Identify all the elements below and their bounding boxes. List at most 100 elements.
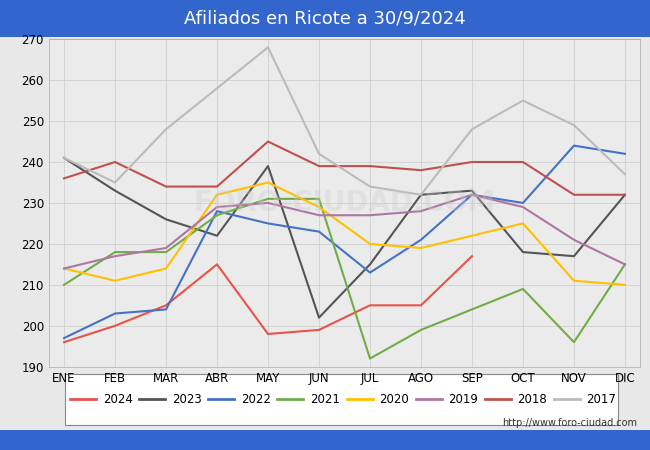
Line: 2024: 2024 — [64, 256, 472, 342]
Text: Afiliados en Ricote a 30/9/2024: Afiliados en Ricote a 30/9/2024 — [184, 9, 466, 27]
2022 — [162, 307, 170, 312]
2022 — [213, 208, 221, 214]
2020 — [162, 266, 170, 271]
2022 — [264, 220, 272, 226]
2024 — [213, 261, 221, 267]
2017 — [315, 151, 323, 157]
Line: 2020: 2020 — [64, 182, 625, 285]
2020 — [111, 278, 119, 284]
Text: 2017: 2017 — [586, 393, 616, 405]
2021 — [621, 261, 629, 267]
2018 — [468, 159, 476, 165]
2020 — [213, 192, 221, 198]
2019 — [519, 204, 527, 210]
2017 — [519, 98, 527, 103]
2021 — [213, 212, 221, 218]
2022 — [468, 192, 476, 198]
2017 — [468, 126, 476, 132]
2018 — [417, 167, 425, 173]
2024 — [366, 302, 374, 308]
Text: 2023: 2023 — [172, 393, 202, 405]
2017 — [366, 184, 374, 189]
2019 — [315, 212, 323, 218]
2019 — [60, 266, 68, 271]
2020 — [519, 220, 527, 226]
2023 — [621, 192, 629, 198]
2020 — [621, 282, 629, 288]
2020 — [417, 245, 425, 251]
2019 — [621, 261, 629, 267]
2021 — [468, 307, 476, 312]
2017 — [213, 86, 221, 91]
2018 — [162, 184, 170, 189]
2017 — [264, 45, 272, 50]
Text: 2019: 2019 — [448, 393, 478, 405]
2018 — [570, 192, 578, 198]
2021 — [315, 196, 323, 202]
2019 — [264, 200, 272, 206]
2020 — [264, 180, 272, 185]
2021 — [570, 339, 578, 345]
2018 — [60, 176, 68, 181]
2019 — [417, 208, 425, 214]
Text: 2022: 2022 — [241, 393, 271, 405]
2019 — [162, 245, 170, 251]
2021 — [162, 249, 170, 255]
2023 — [315, 315, 323, 320]
2018 — [519, 159, 527, 165]
2024 — [264, 331, 272, 337]
2022 — [60, 335, 68, 341]
2019 — [468, 192, 476, 198]
2024 — [417, 302, 425, 308]
2017 — [60, 155, 68, 161]
2017 — [570, 122, 578, 128]
2024 — [468, 253, 476, 259]
2022 — [621, 151, 629, 157]
2020 — [468, 233, 476, 238]
2020 — [366, 241, 374, 247]
2024 — [315, 327, 323, 333]
2018 — [213, 184, 221, 189]
2019 — [366, 212, 374, 218]
2023 — [468, 188, 476, 194]
2022 — [366, 270, 374, 275]
2023 — [60, 155, 68, 161]
2021 — [60, 282, 68, 288]
Line: 2021: 2021 — [64, 199, 625, 359]
Line: 2022: 2022 — [64, 146, 625, 338]
Line: 2018: 2018 — [64, 141, 625, 195]
Text: 2018: 2018 — [517, 393, 547, 405]
2020 — [570, 278, 578, 284]
2022 — [417, 237, 425, 243]
Line: 2019: 2019 — [64, 195, 625, 269]
2023 — [162, 216, 170, 222]
2017 — [417, 192, 425, 198]
Text: http://www.foro-ciudad.com: http://www.foro-ciudad.com — [502, 418, 637, 428]
Line: 2023: 2023 — [64, 158, 625, 318]
Text: 2021: 2021 — [310, 393, 340, 405]
2019 — [213, 204, 221, 210]
Line: 2017: 2017 — [64, 47, 625, 195]
Text: 2024: 2024 — [103, 393, 133, 405]
FancyBboxPatch shape — [65, 374, 618, 425]
Text: 2020: 2020 — [379, 393, 409, 405]
2019 — [570, 237, 578, 243]
2022 — [570, 143, 578, 148]
2019 — [111, 253, 119, 259]
2018 — [621, 192, 629, 198]
2021 — [366, 356, 374, 361]
2023 — [366, 261, 374, 267]
2018 — [264, 139, 272, 144]
2018 — [315, 163, 323, 169]
2024 — [162, 302, 170, 308]
2023 — [570, 253, 578, 259]
2021 — [417, 327, 425, 333]
2021 — [519, 286, 527, 292]
2023 — [519, 249, 527, 255]
2023 — [417, 192, 425, 198]
2021 — [111, 249, 119, 255]
2020 — [315, 204, 323, 210]
2023 — [213, 233, 221, 238]
2022 — [111, 311, 119, 316]
2023 — [264, 163, 272, 169]
